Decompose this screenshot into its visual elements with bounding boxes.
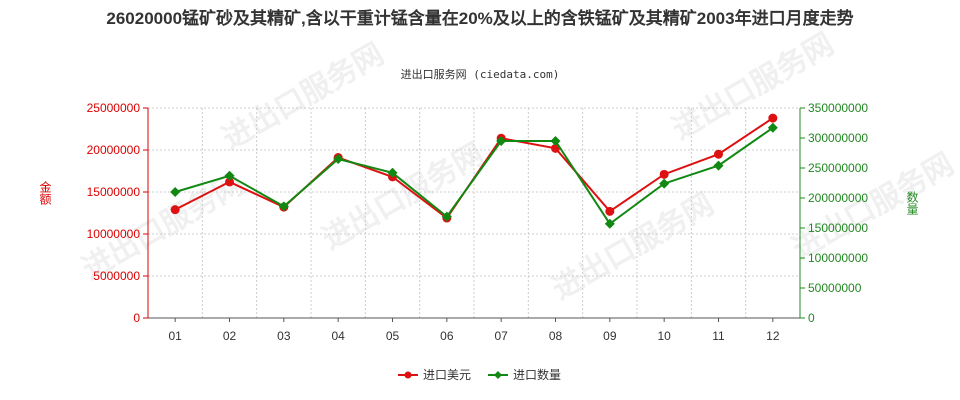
x-tick-label: 01: [168, 329, 182, 343]
data-point-usd: [768, 113, 778, 123]
watermark-text: 进出口服务网: [547, 187, 719, 306]
x-tick-label: 02: [223, 329, 237, 343]
y-left-tick-label: 0: [133, 311, 140, 325]
legend-label: 进口美元: [423, 368, 471, 382]
legend-item-qty: 进口数量: [488, 367, 561, 382]
legend-label: 进口数量: [513, 367, 561, 382]
legend-item-usd: 进口美元: [398, 368, 471, 382]
x-tick-label: 12: [766, 329, 780, 343]
data-point-qty: [170, 187, 181, 197]
watermark-text: 进出口服务网: [217, 37, 389, 156]
y-right-tick-label: 350000000: [808, 101, 868, 115]
y-right-tick-label: 200000000: [808, 191, 868, 205]
y-right-tick-label: 250000000: [808, 161, 868, 175]
data-point-usd: [714, 149, 723, 159]
y-left-tick-label: 25000000: [87, 101, 141, 115]
x-tick-label: 08: [549, 329, 563, 343]
data-point-usd: [659, 169, 669, 179]
x-tick-label: 06: [440, 329, 454, 343]
y-left-tick-label: 20000000: [87, 143, 141, 157]
y-left-tick-label: 15000000: [87, 185, 141, 199]
data-point-qty: [333, 154, 344, 164]
chart-subtitle: 进出口服务网 (ciedata.com): [400, 68, 560, 81]
legend-layer: 进口美元 进口数量: [398, 367, 561, 382]
y-right-tick-label: 300000000: [808, 131, 868, 145]
y-right-axis-title: 数量: [905, 190, 919, 215]
axes-layer: 0 5000000 10000000 15000000 20000000 25000000…: [38, 101, 919, 343]
series-layer: [170, 113, 778, 229]
chart-title: 26020000锰矿砂及其精矿,含以干重计锰含量在20%及以上的含铁锰矿及其精矿…: [106, 9, 854, 28]
data-point-usd: [605, 206, 615, 216]
data-point-qty: [387, 167, 398, 178]
data-point-usd: [170, 205, 180, 215]
y-left-tick-label: 5000000: [93, 269, 140, 283]
y-left-tick-label: 10000000: [87, 227, 141, 241]
y-right-tick-label: 50000000: [808, 281, 862, 295]
data-point-qty: [550, 136, 561, 146]
watermark-text: 进出口服务网: [317, 137, 489, 256]
y-left-axis-title-text: 金额: [38, 180, 52, 206]
data-point-qty: [496, 136, 507, 146]
y-right-tick-label: 0: [808, 311, 815, 325]
y-left-axis-title: 金额: [38, 180, 52, 206]
x-tick-label: 04: [331, 329, 345, 343]
data-point-qty: [224, 170, 235, 181]
x-tick-label: 10: [657, 329, 671, 343]
data-point-qty: [659, 178, 670, 189]
x-tick-label: 07: [494, 329, 508, 343]
x-tick-label: 03: [277, 329, 291, 343]
x-tick-label: 05: [386, 329, 400, 343]
legend-marker: [404, 371, 412, 379]
y-right-tick-label: 150000000: [808, 221, 868, 235]
y-right-tick-label: 100000000: [808, 251, 868, 265]
data-point-qty: [713, 160, 724, 171]
data-point-qty: [604, 218, 615, 229]
data-point-qty: [767, 122, 778, 133]
data-point-qty: [441, 211, 452, 222]
series-line-qty: [174, 126, 774, 226]
watermark-text: 进出口服务网: [667, 27, 839, 146]
data-point-usd: [225, 177, 234, 187]
legend-marker: [494, 371, 502, 379]
data-point-qty: [278, 201, 289, 212]
y-right-axis-title-text: 数量: [905, 190, 919, 215]
x-tick-label: 09: [603, 329, 617, 343]
x-tick-label: 11: [712, 329, 725, 343]
